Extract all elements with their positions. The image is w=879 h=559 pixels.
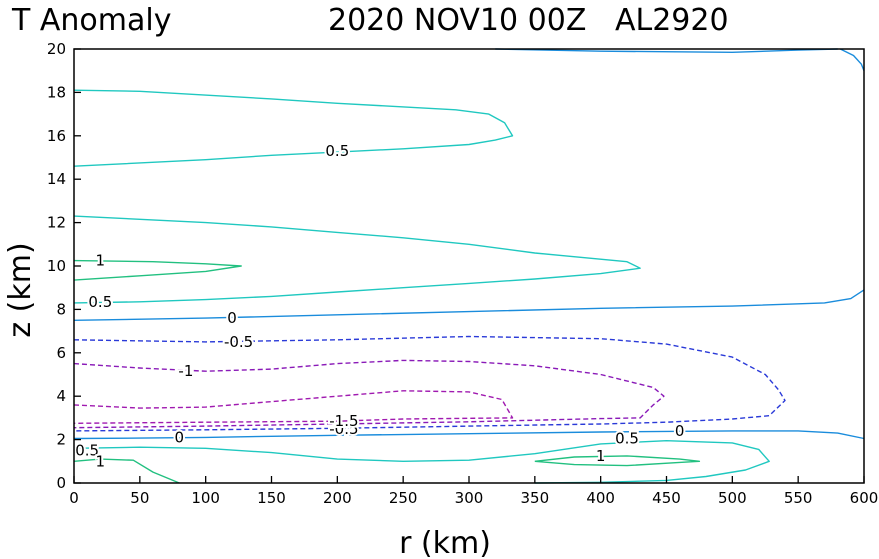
contour-label-9-0: 0 xyxy=(175,428,185,446)
contour-label-0-0: 0.5 xyxy=(325,142,349,160)
chart-title-right: 2020 NOV10 00Z AL2920 xyxy=(328,3,729,38)
y-tick-label-1: 2 xyxy=(56,431,66,449)
y-tick-label-2: 4 xyxy=(56,387,66,405)
contour-line-7 xyxy=(73,359,665,429)
contour-label-2-0: 1 xyxy=(96,252,106,270)
x-tick-label-11: 550 xyxy=(784,489,813,507)
x-tick-label-6: 300 xyxy=(455,489,484,507)
contour-label-12-0: 1 xyxy=(596,447,606,465)
contour-label-6-1: -0.5 xyxy=(329,420,358,438)
x-tick-label-10: 500 xyxy=(718,489,747,507)
contour-label-6-0: -0.5 xyxy=(224,333,253,351)
x-tick-label-4: 200 xyxy=(323,489,352,507)
contour-label-11-0: 1 xyxy=(96,452,106,470)
y-axis-label: z (km) xyxy=(3,242,38,337)
contour-label-3-0: 0 xyxy=(227,309,237,327)
contour-line-10 xyxy=(73,440,770,484)
chart-title-left: T Anomaly xyxy=(11,3,171,38)
contour-line-11 xyxy=(73,458,180,484)
contour-label-10-0: 0.5 xyxy=(75,441,99,459)
contour-label-1-0: 0.5 xyxy=(88,293,112,311)
x-tick-label-1: 50 xyxy=(130,489,149,507)
contour-line-3 xyxy=(73,289,865,321)
plot-frame xyxy=(73,48,865,484)
contour-line-12 xyxy=(534,455,701,467)
x-tick-label-0: 0 xyxy=(69,489,79,507)
x-tick-label-2: 100 xyxy=(191,489,220,507)
contour-label-7-0: -1 xyxy=(178,362,193,380)
contour-label-10-1: 0.5 xyxy=(615,430,639,448)
x-tick-label-7: 350 xyxy=(521,489,550,507)
contour-labels: 0.50.510-0.5-0.5-1-1.50 00.50.51 1 xyxy=(73,140,686,472)
y-tick-label-4: 8 xyxy=(56,300,66,318)
x-tick-label-12: 600 xyxy=(850,489,879,507)
y-tick-label-10: 20 xyxy=(47,40,66,58)
contour-line-8 xyxy=(73,390,514,424)
y-tick-label-9: 18 xyxy=(47,83,66,101)
x-tick-label-8: 400 xyxy=(586,489,615,507)
y-tick-label-0: 0 xyxy=(56,474,66,492)
contour-line-9 xyxy=(73,430,865,440)
y-tick-label-6: 12 xyxy=(47,214,66,232)
x-axis-ticks: 0 50 100 150 200 250 300 350 400 450 500 550 600 xyxy=(69,476,878,507)
contour-label-8-0: -1.5 xyxy=(329,412,358,430)
x-axis-label: r (km) xyxy=(399,526,491,559)
contour-lines xyxy=(73,48,865,484)
x-tick-label-9: 450 xyxy=(652,489,681,507)
y-tick-label-8: 16 xyxy=(47,127,66,145)
contour-line-0 xyxy=(73,89,514,167)
y-tick-label-3: 6 xyxy=(56,344,66,362)
y-tick-label-5: 10 xyxy=(47,257,66,275)
y-axis-ticks: 0 2 4 6 8 10 12 14 16 18 20 xyxy=(47,40,81,492)
contour-line-1 xyxy=(73,215,641,304)
x-tick-label-3: 150 xyxy=(257,489,286,507)
y-tick-label-7: 14 xyxy=(47,170,66,188)
contour-line-2 xyxy=(73,259,242,281)
contour-line-5 xyxy=(839,48,865,71)
contour-line-6 xyxy=(73,335,786,432)
x-tick-label-5: 250 xyxy=(389,489,418,507)
contour-label-9-1: 0 xyxy=(675,422,685,440)
